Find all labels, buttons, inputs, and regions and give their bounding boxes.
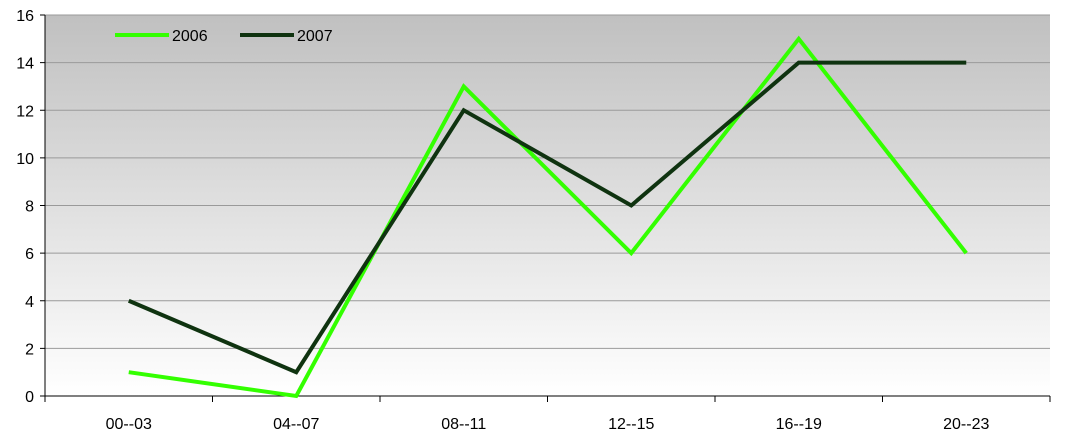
x-tick-label: 12--15: [608, 416, 654, 433]
legend-label: 2006: [172, 28, 208, 45]
y-tick-label: 10: [16, 151, 34, 168]
x-tick-label: 16--19: [776, 416, 822, 433]
series-line-2007: [127, 60, 967, 375]
series-lines: [127, 35, 968, 399]
y-tick-label: 14: [16, 56, 34, 73]
x-tick-label: 20--23: [943, 416, 989, 433]
y-tick-label: 0: [25, 389, 34, 406]
x-tick-label: 00--03: [106, 416, 152, 433]
x-tick-label: 04--07: [273, 416, 319, 433]
y-tick-label: 8: [25, 199, 34, 216]
series-line-2006: [128, 35, 968, 399]
y-tick-label: 12: [16, 103, 34, 120]
legend: 2006 2007: [115, 28, 333, 45]
y-tick-label: 4: [25, 294, 34, 311]
x-tick-label: 08--11: [441, 416, 486, 433]
legend-label: 2007: [297, 28, 333, 45]
axes: 0 2 4 6 8 10 12 14 16 00--03 04--07 08--11 12--15 16-…: [16, 8, 1051, 433]
y-tick-label: 16: [16, 8, 34, 25]
y-tick-label: 2: [25, 341, 34, 358]
y-tick-label: 6: [25, 246, 34, 263]
